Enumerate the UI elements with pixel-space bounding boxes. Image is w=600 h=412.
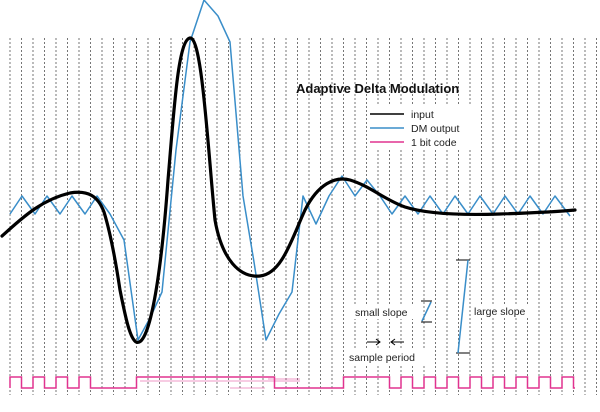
small-slope-annotation: small slope xyxy=(352,300,432,323)
small-slope-label-bg xyxy=(352,305,416,319)
bit-code-overlay-1 xyxy=(140,376,300,389)
sample-period-annotation: sample period xyxy=(346,338,426,364)
large-slope-label-bg xyxy=(472,304,534,318)
large-slope-blue xyxy=(457,259,469,354)
diagram-title: Adaptive Delta Modulation xyxy=(296,81,459,96)
small-slope-label: small slope xyxy=(355,307,408,319)
legend-label-dm-output: DM output xyxy=(411,123,460,135)
legend-label-input: input xyxy=(411,109,434,121)
large-slope-label: large slope xyxy=(474,306,526,318)
dm-output-line xyxy=(9,0,571,341)
sample-period-arrow-left xyxy=(367,338,381,346)
legend: input DM output 1 bit code xyxy=(368,104,472,149)
sample-period-label: sample period xyxy=(349,352,415,364)
sample-period-label-bg xyxy=(346,350,426,364)
legend-label-bit-code: 1 bit code xyxy=(411,137,457,149)
input-signal-line xyxy=(0,36,577,344)
bit-code-signal xyxy=(9,376,575,389)
sample-grid xyxy=(9,38,597,395)
small-slope-blue xyxy=(421,301,432,322)
legend-background xyxy=(368,104,472,148)
large-slope-annotation: large slope xyxy=(456,259,534,354)
sample-period-arrow-right xyxy=(390,338,404,346)
bit-code-line xyxy=(9,376,575,389)
